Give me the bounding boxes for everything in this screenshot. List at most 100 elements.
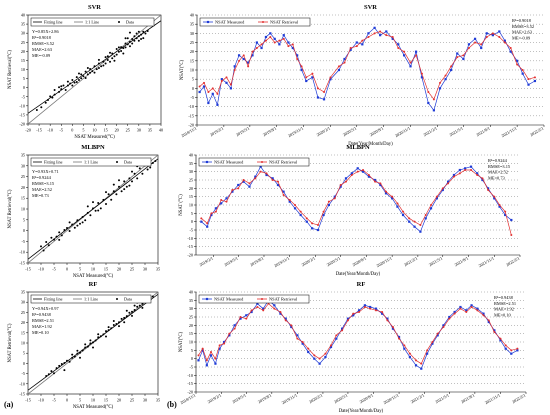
rf-series-retrieval-marker — [210, 351, 212, 353]
svr-scatter-legend-label: Fitting line — [44, 20, 63, 25]
mlbpn-scatter-stat-text: RMSE=3.15 — [32, 181, 55, 186]
rf-series-retrieval-marker — [313, 354, 316, 357]
rf-scatter-stat-text: Y=0.94X+0.97 — [32, 306, 59, 311]
rf-scatter-data-point — [123, 321, 126, 324]
svr-scatter-data-point — [93, 65, 96, 68]
mlbpn-series-measured-marker — [220, 202, 223, 205]
svr-series-measured-marker — [225, 81, 228, 84]
mlbpn-scatter-ytick-label: 15 — [21, 196, 25, 201]
svr-series-retrieval-marker — [503, 41, 506, 44]
rf-scatter-data-point — [118, 325, 120, 328]
svr-scatter-data-point — [84, 70, 87, 73]
svr-series-xtick-label: 2020/5/1 — [342, 126, 357, 138]
rf-scatter-data-point — [92, 346, 94, 349]
svr-series-measured-marker — [473, 37, 477, 40]
mlbpn-series-retrieval-marker — [271, 179, 274, 181]
mlbpn-series-xtick-label: 2020/5/1 — [326, 256, 341, 268]
mlbpn-series-measured-marker — [333, 195, 336, 198]
rf-scatter-data-point — [99, 335, 102, 338]
mlbpn-scatter-data-point — [50, 236, 53, 239]
svr-series-retrieval-marker — [361, 39, 364, 42]
mlbpn-scatter-xtick-label: 25 — [130, 267, 134, 272]
svr-scatter-data-point — [140, 33, 143, 36]
svr-series-retrieval-marker — [462, 54, 465, 57]
mlbpn-series-stat-text: ME=0.73 — [488, 175, 506, 180]
rf-series-measured-marker — [341, 327, 344, 330]
rf-series-series-line-measured — [198, 299, 518, 370]
mlbpn-series-measured-marker — [401, 213, 405, 217]
mlbpn-series-legend-swatch-marker — [205, 160, 209, 164]
mlbpn-series-measured-marker — [498, 205, 501, 208]
mlbpn-series-measured-marker — [356, 167, 359, 170]
rf-scatter-data-point — [68, 360, 71, 363]
rf-scatter-data-point — [131, 314, 133, 317]
mlbpn-series-ytick-label: 10 — [189, 203, 193, 208]
svr-scatter-data-point — [128, 40, 131, 43]
svr-scatter-data-point — [64, 89, 67, 92]
mlbpn-scatter-data-point — [94, 209, 97, 212]
mlbpn-series-retrieval-marker — [447, 182, 450, 185]
rf-series-retrieval-marker — [516, 347, 519, 350]
rf-series-legend-label: NSAT Retrieval — [269, 297, 298, 302]
mlbpn-series-retrieval-marker — [408, 217, 411, 220]
svr-series-retrieval-marker — [527, 78, 530, 81]
mlbpn-series-measured-marker — [299, 213, 302, 217]
mlbpn-scatter-stat-text: Y=0.93X+0.71 — [32, 169, 59, 174]
mlbpn-scatter-data-point — [97, 201, 100, 204]
mlbpn-scatter-chart: MLBPN -15 -10 -5 0 5 10 15 20 25 30 35 -15 -10 -5 0 5 10 1… — [8, 144, 160, 279]
svr-series-measured-marker — [198, 90, 201, 94]
rf-scatter-data-point — [123, 316, 126, 319]
svr-series-measured-marker — [503, 39, 506, 42]
rf-series-xtick-label: 2020/5/1 — [333, 393, 348, 405]
rf-series-retrieval-marker — [476, 309, 479, 312]
rf-series-xtick-label: 2019/11/1 — [281, 393, 298, 406]
mlbpn-series-measured-marker — [344, 177, 348, 180]
mlbpn-scatter-data-point — [133, 172, 136, 175]
svr-series-retrieval-marker — [216, 92, 219, 95]
rf-scatter-data-point — [97, 333, 100, 336]
svr-series-measured-marker — [242, 57, 245, 61]
mlbpn-scatter-data-point — [66, 227, 68, 230]
rf-series-measured-marker — [374, 307, 378, 310]
svr-series-retrieval-marker — [278, 39, 281, 42]
mlbpn-series-measured-marker — [210, 213, 213, 217]
mlbpn-scatter-data-point — [84, 219, 87, 222]
mlbpn-series-retrieval-marker — [265, 172, 268, 175]
rf-series-measured-marker — [239, 317, 242, 320]
mlbpn-scatter-data-point — [47, 244, 50, 247]
mlbpn-scatter-data-point — [60, 234, 63, 237]
mlbpn-series-retrieval-marker — [374, 180, 377, 183]
mlbpn-scatter-data-point — [45, 241, 48, 244]
svr-scatter-data-point — [126, 37, 129, 40]
svr-series-legend-label: NSAT Retrieval — [270, 20, 299, 25]
mlbpn-series-legend-label: NSAT Retrieval — [269, 160, 298, 165]
mlbpn-series-ytick-label: -10 — [187, 236, 193, 241]
svr-scatter-data-point — [113, 55, 116, 58]
svr-scatter-ytick-label: 30 — [21, 31, 25, 36]
mlbpn-scatter-data-point — [120, 190, 123, 193]
mlbpn-scatter-ytick-label: 25 — [21, 174, 25, 179]
mlbpn-series-retrieval-marker — [396, 202, 399, 205]
rf-series-retrieval-marker — [442, 326, 445, 328]
mlbpn-series-measured-marker — [435, 197, 439, 200]
rf-series-measured-marker — [197, 359, 200, 362]
svr-series-retrieval-marker — [415, 54, 418, 57]
svr-scatter-data-point — [82, 75, 85, 78]
mlbpn-series-measured-marker — [242, 180, 245, 183]
svr-series-retrieval-marker — [255, 47, 258, 49]
svr-series-retrieval-marker — [491, 32, 494, 35]
rf-series-ylabel: NSAT(°C) — [179, 331, 184, 352]
rf-series-retrieval-marker — [239, 316, 242, 318]
rf-scatter-data-point — [55, 367, 58, 370]
mlbpn-series-retrieval-marker — [419, 224, 422, 226]
svr-scatter-chart: SVR -20 -15 -10 -5 0 5 10 15 20 25 30 35 40 -20 -15 -10 -… — [8, 4, 163, 140]
mlbpn-series-ylabel: NSAT (°C) — [179, 194, 184, 216]
rf-scatter-xtick-label: -5 — [52, 398, 56, 403]
rf-scatter-ytick-label: -10 — [19, 381, 25, 386]
rf-series-retrieval-marker — [493, 331, 496, 333]
rf-scatter-data-point — [105, 330, 107, 333]
svr-series-retrieval-marker — [355, 45, 358, 48]
svr-series-retrieval-marker — [300, 65, 303, 68]
rf-series-measured-marker — [426, 352, 429, 355]
